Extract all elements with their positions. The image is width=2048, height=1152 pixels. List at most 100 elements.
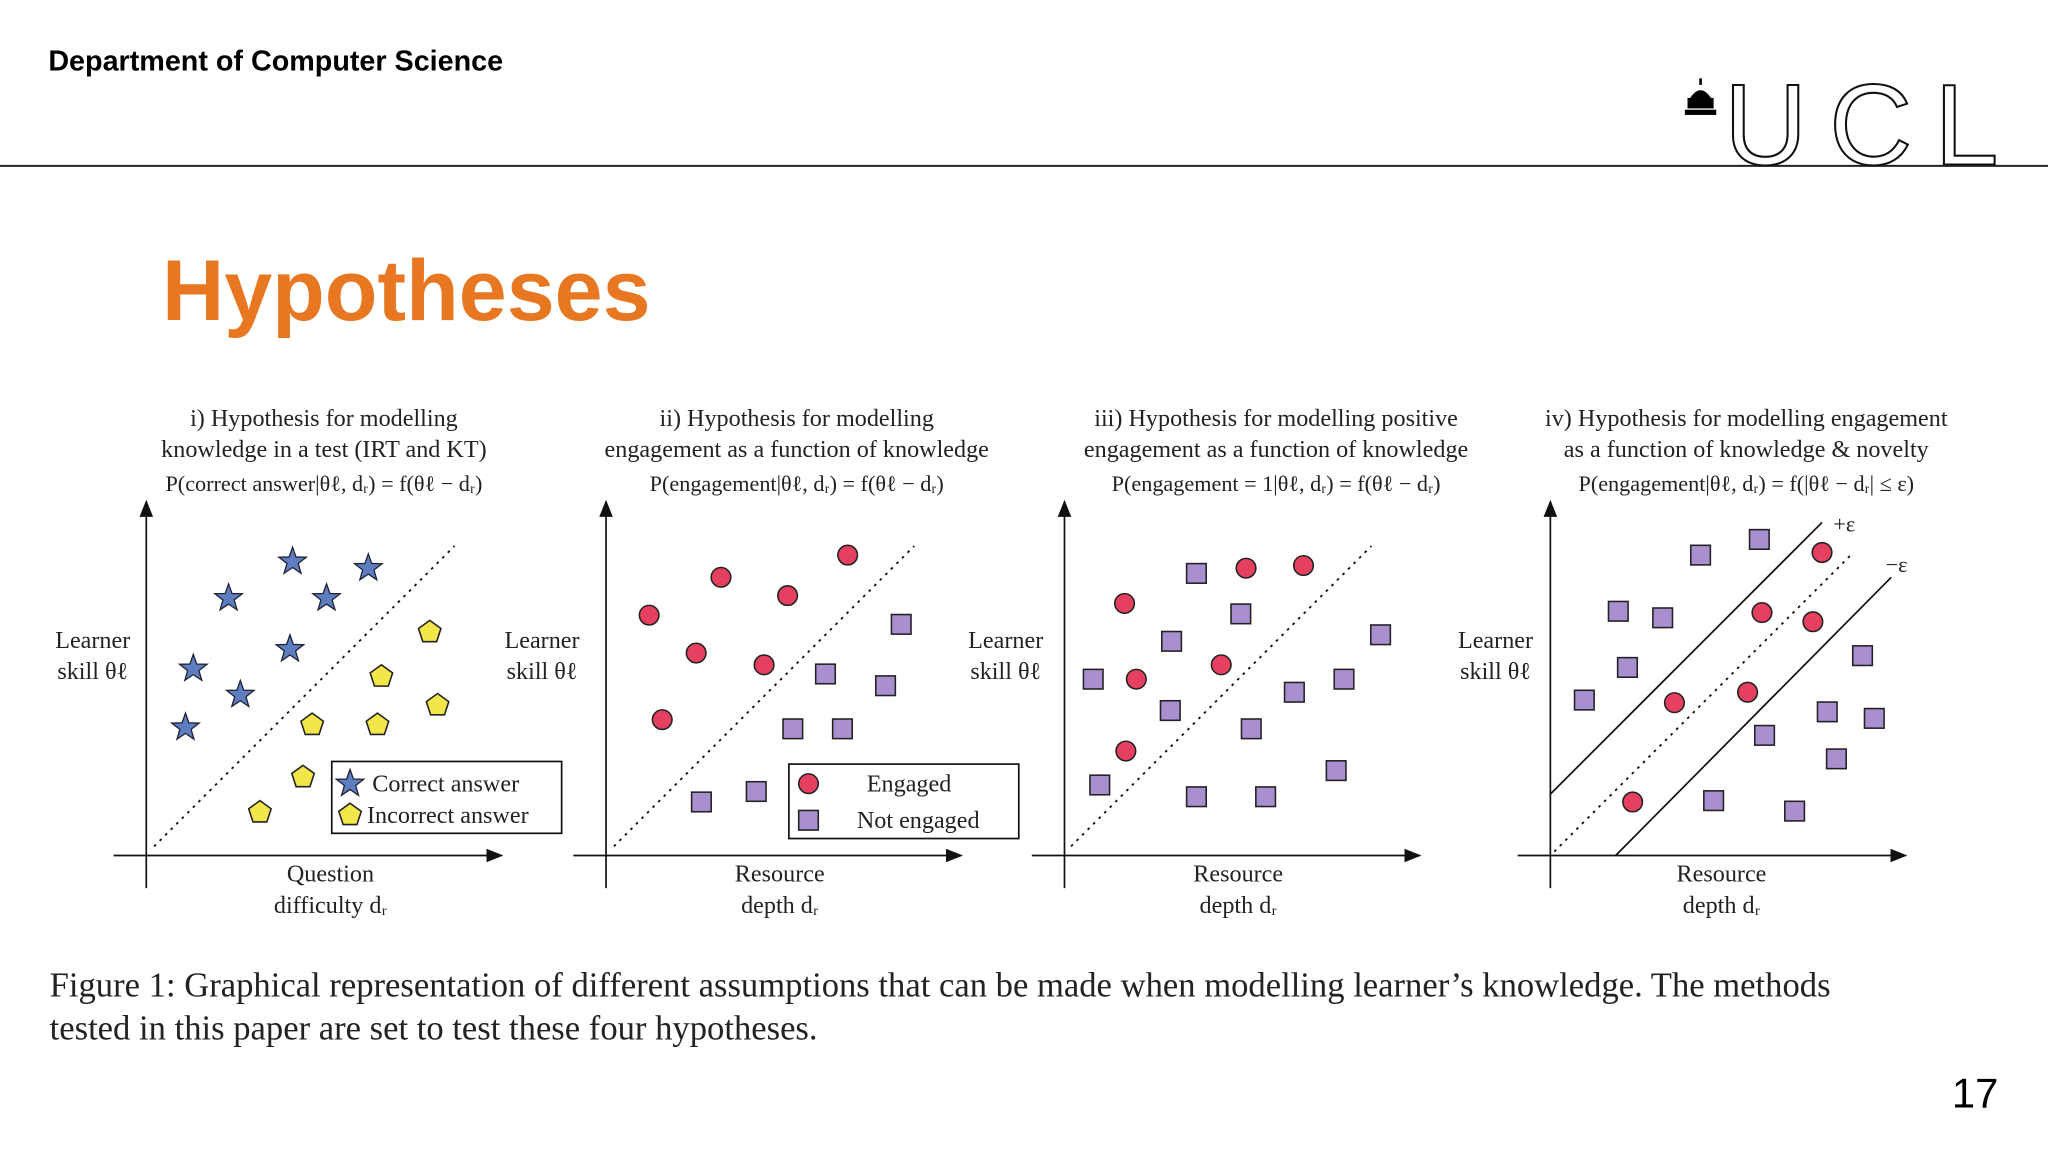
square-marker — [1863, 707, 1885, 729]
square-marker — [1816, 701, 1838, 723]
square-marker — [890, 613, 912, 635]
circle-marker — [1292, 554, 1315, 577]
star-marker — [334, 767, 366, 797]
circle-marker — [777, 585, 799, 607]
square-marker — [1753, 724, 1776, 746]
caption-line: tested in this paper are set to test the… — [50, 1010, 818, 1048]
legend-label: Not engaged — [857, 807, 980, 834]
square-marker — [1283, 681, 1305, 703]
square-marker — [1230, 603, 1252, 625]
circle-marker — [1113, 592, 1136, 615]
legend-label: Correct answer — [372, 771, 519, 798]
x-axis-label: depth dᵣ — [1200, 892, 1277, 919]
panel-title: i) Hypothesis for modelling — [190, 405, 458, 432]
pentagon-marker — [369, 663, 394, 687]
square-marker — [831, 718, 854, 740]
x-axis-label: Question — [287, 861, 374, 888]
square-marker — [1369, 624, 1392, 646]
band-annotation: +ε — [1833, 512, 1855, 537]
square-marker — [1825, 748, 1847, 770]
figure: i) Hypothesis for modelling knowledge in … — [55, 405, 1948, 919]
circle-marker — [837, 544, 859, 566]
square-marker — [1851, 645, 1874, 667]
panel-title: knowledge in a test (IRT and KT) — [161, 436, 486, 463]
panel-title: iii) Hypothesis for modelling positive — [1094, 405, 1458, 432]
square-marker — [1607, 600, 1629, 622]
page-number: 17 — [1952, 1070, 1998, 1117]
y-axis-label: Learner — [55, 627, 130, 654]
square-marker — [745, 780, 767, 803]
panel-title: iv) Hypothesis for modelling engagement — [1545, 405, 1948, 432]
circle-marker — [1751, 601, 1773, 624]
square-marker — [1255, 786, 1277, 808]
square-marker — [1240, 718, 1262, 740]
circle-marker — [638, 604, 660, 626]
square-marker — [1185, 562, 1207, 584]
x-axis-label: depth dᵣ — [741, 892, 818, 919]
square-marker — [1689, 544, 1712, 566]
star-marker — [352, 551, 384, 582]
star-marker — [224, 678, 256, 709]
square-marker — [1325, 760, 1347, 782]
star-marker — [213, 581, 245, 612]
caption-line: Figure 1: Graphical representation of di… — [50, 967, 1831, 1005]
pentagon-marker — [365, 712, 390, 736]
y-axis-label: skill θℓ — [970, 658, 1041, 685]
square-marker — [1159, 699, 1181, 722]
square-marker — [1652, 607, 1674, 629]
diagonal — [1070, 545, 1373, 848]
panel-title: engagement as a function of knowledge — [1084, 436, 1468, 463]
diagonal — [153, 545, 456, 848]
star-marker — [169, 711, 202, 741]
square-marker — [1333, 668, 1355, 690]
square-marker — [1784, 800, 1806, 822]
square-marker — [1703, 790, 1725, 812]
band-annotation: −ε — [1886, 552, 1908, 577]
star-marker — [277, 545, 309, 575]
panel-title: ii) Hypothesis for modelling — [660, 405, 934, 432]
circle-marker — [1115, 740, 1137, 762]
circle-marker — [1737, 681, 1759, 703]
x-axis-label: difficulty dᵣ — [274, 892, 387, 919]
circle-marker — [1210, 654, 1232, 676]
diagonal — [613, 545, 915, 848]
department: Department of Computer Science — [48, 46, 503, 78]
circle-marker — [710, 566, 732, 588]
circle-marker — [1802, 611, 1824, 633]
y-axis-label: skill θℓ — [1460, 658, 1531, 685]
square-marker — [797, 809, 820, 831]
square-marker — [1082, 668, 1104, 690]
legend-label: Engaged — [867, 771, 952, 798]
circle-marker — [1663, 692, 1686, 714]
y-axis-label: Learner — [968, 627, 1043, 654]
star-marker — [177, 652, 209, 682]
y-axis-label: skill θℓ — [57, 658, 128, 685]
pentagon-marker — [337, 802, 363, 826]
circle-marker — [685, 642, 707, 664]
y-axis-label: Learner — [1458, 627, 1533, 654]
x-axis-label: Resource — [1193, 861, 1283, 888]
pentagon-marker — [290, 764, 316, 788]
star-marker — [310, 581, 343, 612]
legend-box — [330, 760, 563, 835]
pentagon-marker — [425, 692, 450, 716]
pentagon-marker — [417, 619, 442, 643]
circle-marker — [753, 654, 775, 676]
circle-marker — [1125, 668, 1147, 690]
square-marker — [782, 718, 804, 740]
circle-marker — [797, 773, 820, 795]
square-marker — [1089, 774, 1111, 796]
panel-title: engagement as a function of knowledge — [605, 436, 989, 463]
square-marker — [814, 663, 837, 685]
square-marker — [874, 675, 897, 697]
circle-marker — [1622, 791, 1644, 813]
panel-formula: P(engagement = 1|θℓ, dᵣ) = f(θℓ − dᵣ) — [1112, 471, 1441, 496]
panel-formula: P(correct answer|θℓ, dᵣ) = f(θℓ − dᵣ) — [165, 471, 482, 496]
legend-box — [788, 763, 1020, 840]
y-axis-label: skill θℓ — [507, 658, 578, 685]
logo-icon — [1684, 78, 1717, 115]
circle-marker — [651, 709, 673, 731]
slide-title: Hypotheses — [162, 243, 651, 339]
pentagon-marker — [247, 799, 273, 823]
